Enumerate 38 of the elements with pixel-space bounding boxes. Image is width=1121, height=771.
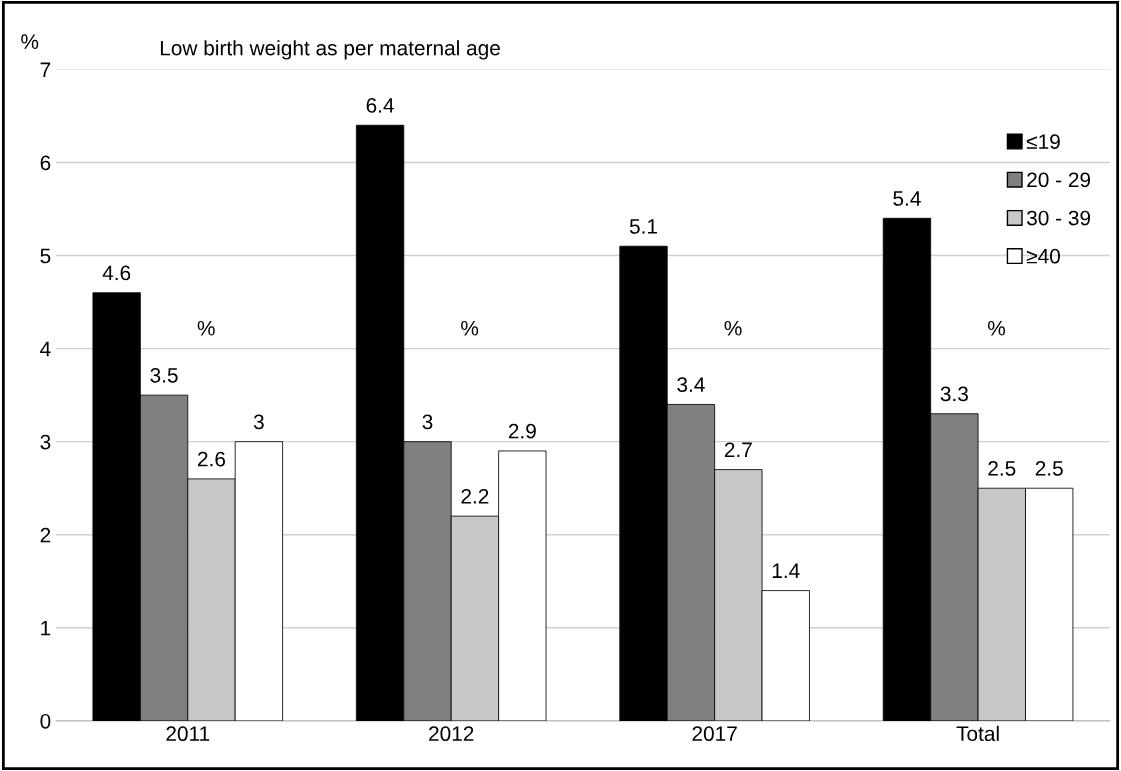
data-label: 3.5 [150, 367, 178, 383]
x-tick-label: Total [956, 725, 999, 742]
legend-label: ≤19 [1026, 134, 1060, 150]
annotation: % [724, 320, 742, 336]
data-label: 3 [253, 414, 264, 430]
data-label: 3.3 [940, 386, 968, 402]
data-label: 2.5 [1035, 461, 1063, 476]
x-tick-label: 2011 [166, 726, 210, 742]
annotation: % [461, 320, 479, 336]
legend-label: 20 - 29 [1027, 172, 1091, 188]
y-tick-label: 5 [40, 248, 51, 264]
x-tick-label: 2012 [429, 726, 474, 742]
y-tick-label: 3 [40, 434, 51, 450]
data-label: 2.5 [988, 461, 1016, 476]
data-label: 2.2 [461, 488, 489, 504]
y-tick-label: 2 [40, 527, 51, 543]
annotation: % [987, 320, 1006, 336]
legend-label: 30 - 39 [1026, 210, 1091, 226]
data-label: 3 [422, 414, 433, 430]
x-tick-label: 2017 [692, 726, 737, 742]
y-tick-label: 6 [40, 155, 51, 171]
data-label: 2.6 [198, 451, 226, 467]
data-label: 5.4 [893, 191, 921, 206]
annotation: % [197, 320, 215, 336]
data-label: 6.4 [366, 98, 394, 113]
y-axis-title: % [21, 34, 39, 49]
data-label: 2.7 [724, 442, 752, 457]
data-label: 3.4 [677, 377, 705, 392]
legend-label: ≥40 [1026, 248, 1060, 264]
data-label: 4.6 [102, 265, 131, 281]
y-tick-label: 7 [40, 62, 51, 77]
data-label: 5.1 [629, 219, 657, 234]
data-label: 1.4 [772, 563, 800, 578]
chart-title: Low birth weight as per maternal age [160, 40, 500, 60]
data-label: 2.9 [508, 423, 536, 439]
y-tick-label: 0 [40, 713, 51, 729]
y-tick-label: 4 [40, 341, 51, 357]
y-tick-label: 1 [41, 621, 51, 636]
